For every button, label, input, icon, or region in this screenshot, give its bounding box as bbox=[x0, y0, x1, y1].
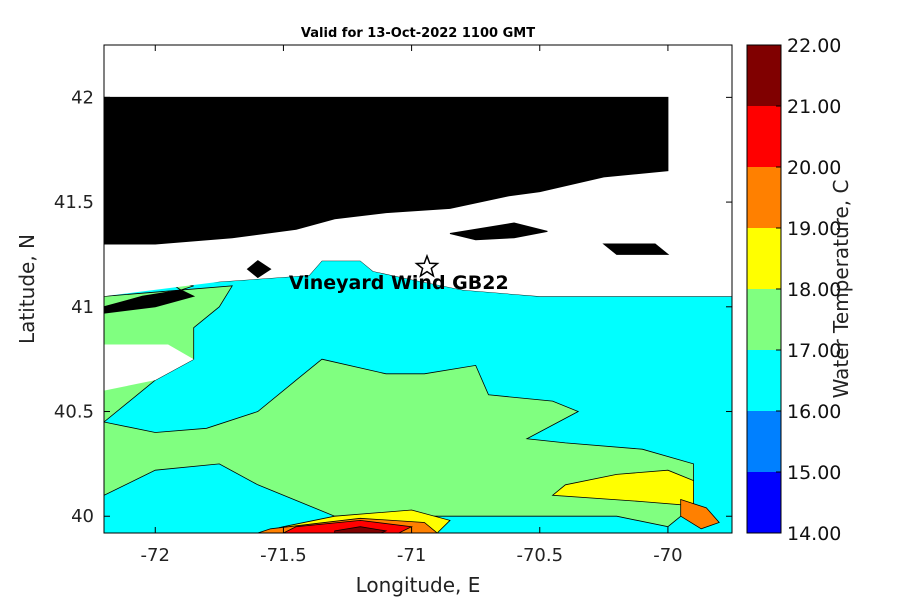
colorbar-tick-label: 18.00 bbox=[787, 279, 841, 301]
colorbar-title: Water Temperature, C bbox=[829, 180, 853, 399]
colorbar-segment bbox=[747, 167, 781, 228]
y-tick-label: 42 bbox=[71, 87, 94, 108]
plot-frame bbox=[103, 44, 733, 534]
temp-region-19-20-11 bbox=[680, 498, 720, 530]
colorbar-segment bbox=[747, 350, 781, 411]
colorbar-tick-label: 19.00 bbox=[787, 218, 841, 240]
colorbar-segment bbox=[747, 411, 781, 472]
colorbar: 14.00 15.00 16.00 17.00 18.00 19.00 20.00 21.00… bbox=[746, 35, 841, 545]
colorbar-tick-label: 22.00 bbox=[787, 35, 841, 57]
plot-area: Vineyard Wind GB22 bbox=[104, 45, 732, 533]
colorbar-segment bbox=[747, 106, 781, 167]
x-axis: -72 -71.5 -71 -70.5 -70 bbox=[141, 45, 683, 566]
site-star-marker bbox=[414, 253, 440, 278]
colorbar-segment bbox=[747, 45, 781, 106]
y-tick-label: 40.5 bbox=[54, 402, 94, 423]
colorbar-segment bbox=[747, 472, 781, 533]
x-tick-label: -71 bbox=[397, 545, 426, 566]
colorbar-segment bbox=[747, 289, 781, 350]
colorbar-tick-label: 17.00 bbox=[787, 340, 841, 362]
temp-region-18-19-8 bbox=[551, 469, 694, 507]
x-tick-label: -72 bbox=[141, 545, 170, 566]
colorbar-tick-label: 20.00 bbox=[787, 157, 841, 179]
chart-title: Valid for 13-Oct-2022 1100 GMT bbox=[301, 26, 535, 41]
annotation-layer: Vineyard Wind GB22 bbox=[289, 253, 509, 294]
land-long-island bbox=[104, 289, 196, 314]
nodata-region-1 bbox=[104, 344, 194, 391]
colorbar-tick-label: 15.00 bbox=[787, 462, 841, 484]
x-axis-title: Longitude, E bbox=[356, 573, 481, 597]
y-axis-title: Latitude, N bbox=[15, 234, 39, 344]
colorbar-tick-label: 16.00 bbox=[787, 401, 841, 423]
y-tick-label: 41.5 bbox=[54, 192, 94, 213]
colorbar-segment bbox=[747, 228, 781, 289]
x-tick-label: -71.5 bbox=[260, 545, 307, 566]
y-tick-label: 40 bbox=[71, 506, 94, 527]
colorbar-tick-label: 21.00 bbox=[787, 96, 841, 118]
x-tick-label: -70.5 bbox=[516, 545, 563, 566]
site-annotation-label: Vineyard Wind GB22 bbox=[289, 272, 509, 294]
land-block-island bbox=[246, 260, 272, 279]
y-axis: 40 40.5 41 41.5 42 bbox=[54, 87, 732, 527]
land-mainland bbox=[104, 96, 669, 245]
land-marthas-vineyard bbox=[449, 222, 548, 241]
temp-region-17-18-6 bbox=[104, 358, 694, 528]
colorbar-tick-label: 14.00 bbox=[787, 523, 841, 545]
land-mask bbox=[104, 96, 670, 314]
y-tick-label: 41 bbox=[71, 297, 94, 318]
x-tick-label: -70 bbox=[653, 545, 682, 566]
land-nantucket bbox=[602, 243, 670, 255]
